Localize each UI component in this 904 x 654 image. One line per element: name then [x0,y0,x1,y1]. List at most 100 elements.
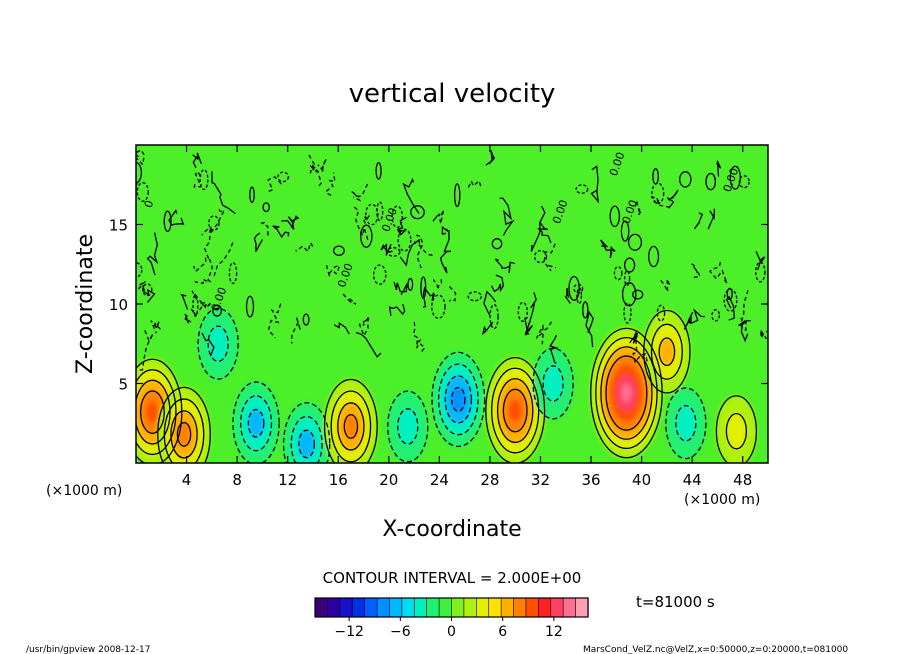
upper-contour-loop [375,162,382,180]
feature-fill [509,399,522,422]
upper-contour-loop [192,294,199,317]
upper-contour-loop [517,301,528,322]
feature-contour [605,355,648,431]
upper-contour-line [136,330,154,371]
feature-contour [330,390,372,463]
feature-fill [146,401,159,423]
upper-contour-line [402,177,420,214]
feature-contour [197,307,239,380]
upper-contour-loop [212,304,223,317]
upper-contour-line [549,334,559,364]
upper-contour-line [494,258,515,274]
feature-contour [496,378,534,443]
colorbar-swatch [426,597,440,618]
upper-contour-line [524,292,537,335]
upper-contour-line [543,243,557,272]
feature-contour [650,323,683,380]
upper-contour-loop [410,205,425,220]
colorbar-swatch [314,597,329,618]
colorbar-swatch [376,597,391,618]
upper-contour-loop [711,309,721,322]
feature-fill [542,365,564,402]
upper-contour-loop [249,186,255,204]
upper-contour-line [725,295,735,321]
upper-contour-line [422,286,436,308]
feature-fill [207,325,229,362]
upper-contour-line [737,319,751,343]
upper-contour-line [415,234,424,269]
upper-contour-line [388,303,406,316]
feature-contour [502,388,528,433]
colorbar-tick-label: −6 [390,624,411,640]
feature-fill [248,409,264,438]
footer-right: MarsCond_VelZ.nc@VelZ,x=0:50000,z=0:2000… [583,645,848,654]
upper-contour-line [308,154,322,187]
upper-contour-loop [420,276,427,299]
x-axis: 4 8 12 16 20 24 28 32 36 40 44 48 [182,145,752,489]
colorbar-swatch [389,597,403,618]
contour-interval-text: CONTOUR INTERVAL = 2.000E+00 [323,569,582,587]
upper-contour-line [136,149,145,167]
upper-contour-line [530,205,546,252]
x-tick-label: 24 [430,471,449,489]
x-tick-label: 8 [232,471,242,489]
upper-contour-line [449,286,457,302]
upper-contour-line [351,183,369,202]
upper-contour-loop [431,294,446,319]
x-unit-label-right: (×1000 m) [684,492,760,508]
upper-contour-loop [489,303,499,330]
x-tick-label: 48 [733,471,752,489]
upper-contour-line [267,176,282,193]
upper-contour-line [499,197,515,236]
upper-contour-line [483,290,497,317]
upper-contour-line [325,264,341,277]
x-tick-label: 4 [182,471,192,489]
colorbar-swatch [327,597,341,618]
upper-contour-loop [491,238,503,250]
upper-contour-loop [620,220,630,242]
colorbar-swatch [488,597,502,618]
feature-contour [595,336,658,450]
upper-contour-line [333,322,350,335]
upper-contour-loop [376,201,384,222]
upper-contour-loop [208,215,220,231]
colorbar-tick-label: 6 [498,624,507,640]
upper-contour-loop [467,291,482,302]
upper-contour-line [295,241,314,253]
feature-contour [298,429,315,459]
upper-contour-loop [623,270,631,287]
feature-contour [658,337,676,367]
upper-contour-line [590,165,600,204]
upper-contour-loop [573,283,584,294]
feature-contour [387,390,429,463]
upper-contour-loop [136,262,143,278]
upper-contour-line [355,331,382,358]
colorbar-swatch [438,597,453,618]
upper-contour-line [198,301,211,310]
time-text: t=81000 s [636,593,715,611]
upper-contour-loop [651,182,665,205]
upper-contour-loop [609,205,621,228]
feature-fill [621,383,632,403]
feature-fill [658,337,675,366]
upper-contour-line [281,215,300,230]
upper-contour-loop [648,245,660,268]
upper-contour-line [267,303,282,339]
x-tick-label: 12 [278,471,297,489]
x-tick-label: 16 [329,471,348,489]
colorbar-swatch [364,597,378,618]
upper-contour-line [192,228,211,273]
footer-left: /usr/bin/gpview 2008-12-17 [26,645,150,654]
upper-contour-line [253,232,264,252]
upper-contour-loop [372,264,387,285]
x-axis-label: X-coordinate [382,517,521,542]
upper-contour-loop [679,171,692,188]
colorbar-swatch [463,597,477,618]
upper-contour-loop [136,182,149,202]
upper-contour-line [291,317,302,344]
feature-fill [298,429,315,458]
feature-contour [136,379,171,445]
colorbar-ticks: −12 −6 0 6 12 [334,617,563,640]
upper-contour-loop [738,175,750,189]
upper-contour-line [184,313,192,324]
